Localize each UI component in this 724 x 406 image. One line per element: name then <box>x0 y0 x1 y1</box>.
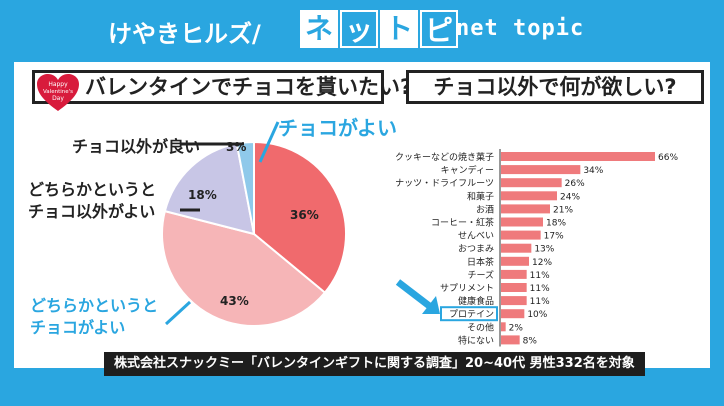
bar-value-label: 34% <box>583 166 603 176</box>
pie-value-43: 43% <box>220 294 249 308</box>
bar-value-label: 26% <box>565 179 585 189</box>
bar-category-label: 和菓子 <box>467 190 494 202</box>
bar-category-label: ナッツ・ドライフルーツ <box>395 178 494 189</box>
chart-panel: バレンタインでチョコを貰いたい? チョコ以外で何が欲しい? Happy Vale… <box>14 62 710 368</box>
bar-value-label: 10% <box>527 310 547 320</box>
bar-value-label: 11% <box>530 297 550 307</box>
bar-category-label: お酒 <box>476 204 494 215</box>
bar <box>501 152 655 161</box>
bar <box>501 269 527 279</box>
badge-line-1: Happy <box>48 81 68 88</box>
pie-value-36: 36% <box>290 208 319 222</box>
pie-slice-choco-good <box>253 140 347 295</box>
bar-value-label: 21% <box>553 205 573 215</box>
bar <box>501 322 506 332</box>
source-caption: 株式会社スナックミー「バレンタインギフトに関する調査」20~40代 男性332名… <box>104 352 645 376</box>
bar-category-label: その他 <box>467 321 494 333</box>
label-rather-choco-1: どちらかというと <box>30 296 159 315</box>
bar-category-label: キャンディー <box>441 164 494 176</box>
question-1: バレンタインでチョコを貰いたい? <box>32 70 412 104</box>
bar-category-label: クッキーなどの焼き菓子 <box>395 151 494 163</box>
bar-category-label: 日本茶 <box>467 256 494 268</box>
bar-category-label: チーズ <box>467 269 494 281</box>
bar-value-label: 8% <box>523 336 538 346</box>
bar-category-label: おつまみ <box>458 244 494 255</box>
bar <box>501 256 529 266</box>
net-topic-label: net topic <box>456 16 585 41</box>
bar <box>501 217 543 227</box>
badge-line-2: Valentine's <box>43 89 73 95</box>
bar <box>501 165 581 175</box>
question-2: チョコ以外で何が欲しい? <box>406 70 704 104</box>
program-title: けやきヒルズ/ <box>108 20 261 48</box>
valentine-heart-icon: Happy Valentine's Day <box>37 74 79 111</box>
bar-value-label: 66% <box>658 153 678 163</box>
bar-value-label: 24% <box>560 192 580 202</box>
bar-category-label: 健康食品 <box>458 295 494 307</box>
bar <box>501 204 550 214</box>
bar <box>501 296 527 306</box>
logo-tile-3: ト <box>380 10 418 48</box>
logo-tile-2: ッ <box>340 10 378 48</box>
bar <box>501 309 525 319</box>
bar-value-label: 12% <box>532 258 552 268</box>
logo-tile-1: ネ <box>300 10 338 48</box>
bar <box>501 243 532 253</box>
bar <box>501 230 541 240</box>
pie-slice-rather-choco <box>161 209 327 327</box>
bar-category-label: サプリメント <box>440 283 494 294</box>
bar-chart: クッキーなどの焼き菓子 66% キャンディー 34% ナッツ・ドライフルーツ 26% 和菓子… <box>395 149 678 347</box>
net-topic-logo: ネ ッ ト ピ <box>300 10 460 50</box>
pie-chart <box>161 121 440 327</box>
label-choco-good: チョコがよい <box>278 116 397 140</box>
bar-value-label: 18% <box>546 219 566 229</box>
pie-value-18: 18% <box>188 188 217 202</box>
label-rather-other-2: チョコ以外がよい <box>28 202 156 221</box>
label-rather-choco-2: チョコがよい <box>30 318 126 337</box>
bar-value-label: 11% <box>530 284 550 294</box>
highlight-box <box>440 306 498 322</box>
bar-category-label: 特にない <box>458 334 494 346</box>
label-rather-other-1: どちらかというと <box>28 180 157 199</box>
bar <box>501 283 527 292</box>
logo-tile-4: ピ <box>420 10 458 48</box>
bar <box>501 191 557 201</box>
bar-value-label: 11% <box>530 271 550 281</box>
pie-value-3: 3% <box>226 140 247 154</box>
bar-category-label: コーヒー・紅茶 <box>431 217 494 229</box>
bar-value-label: 17% <box>544 232 564 242</box>
bar <box>501 335 520 345</box>
badge-line-3: Day <box>52 95 64 102</box>
bar-value-label: 2% <box>509 323 524 333</box>
bar-value-label: 13% <box>534 245 554 255</box>
bar-category-label: プロテイン <box>449 309 494 320</box>
header: けやきヒルズ/ ネ ッ ト ピ net topic <box>0 0 724 60</box>
bar-category-label: せんべい <box>458 231 494 242</box>
label-other-good: チョコ以外が良い <box>72 137 201 156</box>
bar <box>501 178 562 188</box>
